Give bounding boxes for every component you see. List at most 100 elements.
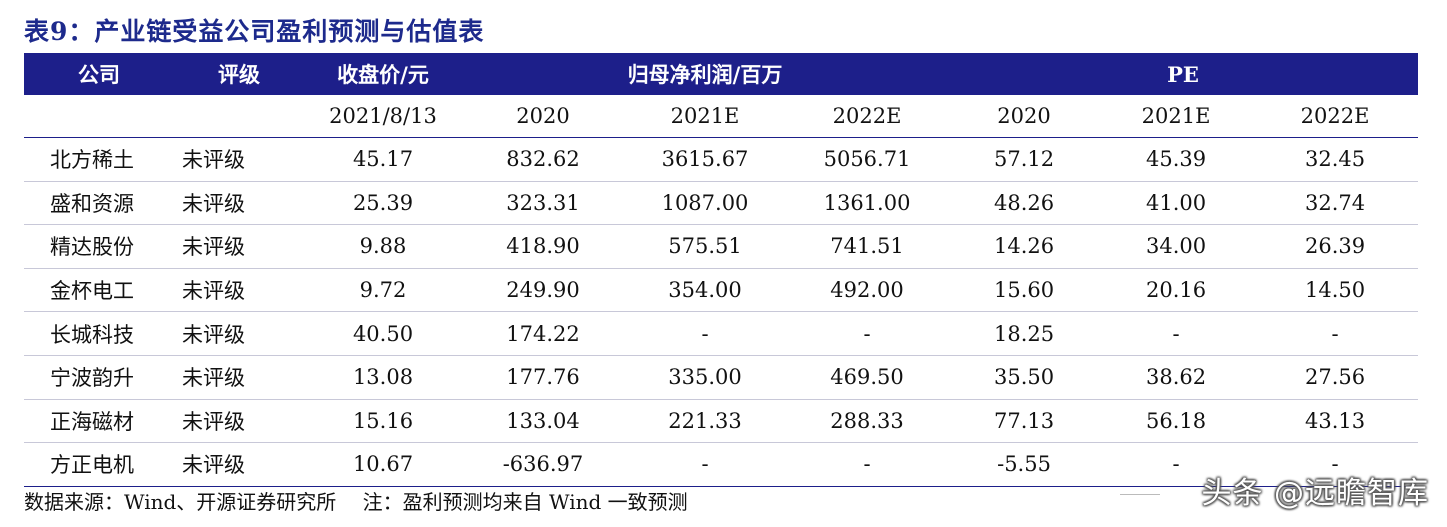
cell-pe-2022e: 14.50: [1252, 268, 1419, 313]
cell-pe-2021e: -: [1100, 442, 1253, 487]
cell-pe-2021e: 56.18: [1100, 399, 1253, 444]
cell-close-price: 45.17: [304, 137, 462, 182]
subheader-np-2020: 2020: [462, 95, 624, 138]
cell-pe-2020: 18.25: [948, 311, 1101, 356]
cell-net-profit-2020: 177.76: [462, 355, 624, 400]
subheader-empty: [174, 95, 304, 138]
cell-close-price: 15.16: [304, 399, 462, 444]
cell-net-profit-2021e: 221.33: [624, 399, 786, 444]
header-net-profit: 归母净利润/百万: [462, 53, 949, 95]
watermark: 头条 @远瞻智库: [1201, 476, 1429, 511]
cell-company-name: 正海磁材: [24, 399, 174, 444]
table-row: 北方稀土 未评级 45.17 832.62 3615.67 5056.71 57.12 45.…: [24, 137, 1419, 182]
header-company: 公司: [24, 53, 174, 95]
cell-pe-2020: 15.60: [948, 268, 1101, 313]
cell-close-price: 9.72: [304, 268, 462, 313]
table-row: 正海磁材 未评级 15.16 133.04 221.33 288.33 77.13 56.18…: [24, 399, 1419, 444]
cell-net-profit-2020: 249.90: [462, 268, 624, 313]
cell-net-profit-2021e: -: [624, 442, 786, 487]
cell-net-profit-2022e: 5056.71: [786, 137, 949, 182]
cell-close-price: 10.67: [304, 442, 462, 487]
cell-net-profit-2021e: 575.51: [624, 224, 786, 269]
cell-rating: 未评级: [174, 268, 304, 313]
cell-close-price: 25.39: [304, 181, 462, 226]
cell-pe-2020: 57.12: [948, 137, 1101, 182]
cell-company-name: 北方稀土: [24, 137, 174, 182]
cell-net-profit-2020: 832.62: [462, 137, 624, 182]
table-row: 方正电机 未评级 10.67 -636.97- - -5.55- -: [24, 442, 1419, 487]
cell-net-profit-2021e: 335.00: [624, 355, 786, 400]
cell-pe-2020: 14.26: [948, 224, 1101, 269]
cell-net-profit-2022e: -: [786, 442, 949, 487]
cell-pe-2021e: 41.00: [1100, 181, 1253, 226]
cell-net-profit-2021e: 1087.00: [624, 181, 786, 226]
cell-net-profit-2021e: 3615.67: [624, 137, 786, 182]
cell-pe-2020: 48.26: [948, 181, 1101, 226]
cell-pe-2021e: 45.39: [1100, 137, 1253, 182]
cell-close-price: 40.50: [304, 311, 462, 356]
cell-rating: 未评级: [174, 399, 304, 444]
cell-company-name: 宁波韵升: [24, 355, 174, 400]
table-row: 宁波韵升 未评级 13.08 177.76 335.00 469.50 35.50 38.62…: [24, 355, 1419, 400]
table-row: 精达股份 未评级 9.88 418.90 575.51 741.51 14.26 34.00 2…: [24, 224, 1419, 269]
subheader-pe-2020: 2020: [948, 95, 1101, 138]
cell-pe-2022e: 26.39: [1252, 224, 1419, 269]
valuation-table: 公司 评级 收盘价/元 归母净利润/百万 PE 2021/8/13 2020 2…: [24, 53, 1419, 487]
subheader-date: 2021/8/13: [304, 95, 462, 138]
subheader-np-2022e: 2022E: [786, 95, 949, 138]
cell-pe-2020: 35.50: [948, 355, 1101, 400]
cell-net-profit-2020: 418.90: [462, 224, 624, 269]
header-close-price: 收盘价/元: [304, 53, 462, 95]
cell-pe-2021e: -: [1100, 311, 1253, 356]
cell-company-name: 长城科技: [24, 311, 174, 356]
subheader-pe-2021e: 2021E: [1100, 95, 1253, 138]
cell-rating: 未评级: [174, 442, 304, 487]
cell-net-profit-2020: 174.22: [462, 311, 624, 356]
cell-net-profit-2020: -636.97: [462, 442, 624, 487]
cell-company-name: 方正电机: [24, 442, 174, 487]
cell-company-name: 盛和资源: [24, 181, 174, 226]
cell-pe-2020: -5.55: [948, 442, 1101, 487]
header-row: 公司 评级 收盘价/元 归母净利润/百万 PE: [24, 53, 1419, 95]
cell-rating: 未评级: [174, 311, 304, 356]
cell-company-name: 金杯电工: [24, 268, 174, 313]
cell-net-profit-2021e: -: [624, 311, 786, 356]
source-note: 数据来源：Wind、开源证券研究所 注：盈利预测均来自 Wind 一致预测: [24, 490, 688, 514]
cell-pe-2021e: 38.62: [1100, 355, 1253, 400]
cell-net-profit-2022e: 741.51: [786, 224, 949, 269]
cell-pe-2021e: 20.16: [1100, 268, 1253, 313]
subheader-np-2021e: 2021E: [624, 95, 786, 138]
cell-pe-2022e: 27.56: [1252, 355, 1419, 400]
cell-net-profit-2020: 323.31: [462, 181, 624, 226]
cell-pe-2022e: 32.74: [1252, 181, 1419, 226]
cell-pe-2021e: 34.00: [1100, 224, 1253, 269]
table-row: 盛和资源 未评级 25.39 323.31 1087.00 1361.00 48.26 41.…: [24, 181, 1419, 226]
table-row: 长城科技 未评级 40.50 174.22- -18.25- -: [24, 311, 1419, 356]
cell-net-profit-2020: 133.04: [462, 399, 624, 444]
table-title: 表9：产业链受益公司盈利预测与估值表: [24, 17, 485, 46]
cell-close-price: 9.88: [304, 224, 462, 269]
cell-net-profit-2022e: -: [786, 311, 949, 356]
cell-net-profit-2022e: 288.33: [786, 399, 949, 444]
cell-net-profit-2022e: 1361.00: [786, 181, 949, 226]
cell-net-profit-2022e: 469.50: [786, 355, 949, 400]
table-row: 金杯电工 未评级 9.72 249.90 354.00 492.00 15.60 20.16 1…: [24, 268, 1419, 313]
subheader-row: 2021/8/13 2020 2021E 2022E 2020 2021E 20…: [24, 95, 1419, 138]
cell-close-price: 13.08: [304, 355, 462, 400]
cell-rating: 未评级: [174, 224, 304, 269]
cell-pe-2022e: 32.45: [1252, 137, 1419, 182]
cell-net-profit-2021e: 354.00: [624, 268, 786, 313]
cell-pe-2022e: 43.13: [1252, 399, 1419, 444]
header-rating: 评级: [174, 53, 304, 95]
cell-pe-2022e: -: [1252, 311, 1419, 356]
header-pe: PE: [948, 53, 1419, 95]
subheader-empty: [24, 95, 174, 138]
cell-pe-2020: 77.13: [948, 399, 1101, 444]
cell-rating: 未评级: [174, 355, 304, 400]
cell-company-name: 精达股份: [24, 224, 174, 269]
cell-rating: 未评级: [174, 181, 304, 226]
cell-rating: 未评级: [174, 137, 304, 182]
cell-pe-2022e: -: [1252, 442, 1419, 487]
cell-net-profit-2022e: 492.00: [786, 268, 949, 313]
watermark-line: [1120, 494, 1160, 495]
